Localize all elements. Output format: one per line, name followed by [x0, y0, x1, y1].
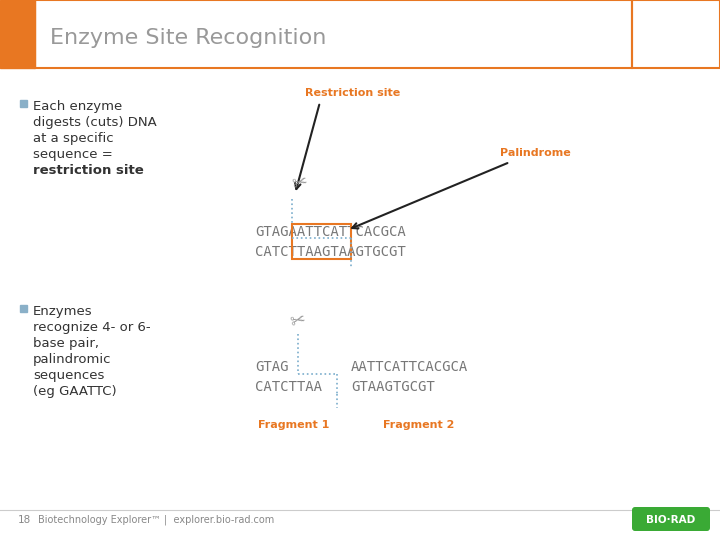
Text: Palindrome: Palindrome: [500, 148, 571, 158]
Text: CATCTTAA: CATCTTAA: [255, 380, 322, 394]
Text: Enzymes: Enzymes: [33, 305, 93, 318]
Text: sequence =: sequence =: [33, 148, 113, 161]
Text: sequences: sequences: [33, 369, 104, 382]
Bar: [35, 0, 632, 68]
Text: 18: 18: [18, 515, 31, 525]
Bar: [20, 305, 27, 312]
Text: CATCTTAAGTAAGTGCGT: CATCTTAAGTAAGTGCGT: [255, 245, 406, 259]
Bar: [632, 0, 720, 68]
Text: ✂: ✂: [289, 310, 308, 332]
Bar: [0, 0, 720, 68]
Text: GTAAGTGCGT: GTAAGTGCGT: [351, 380, 435, 394]
Bar: [20, 100, 27, 107]
Text: Each enzyme: Each enzyme: [33, 100, 122, 113]
Text: Restriction site: Restriction site: [305, 88, 400, 98]
Text: ✂: ✂: [290, 173, 310, 194]
Text: Enzyme Site Recognition: Enzyme Site Recognition: [50, 28, 326, 48]
Text: palindromic: palindromic: [33, 353, 112, 366]
FancyBboxPatch shape: [632, 507, 710, 531]
Text: Fragment 2: Fragment 2: [382, 420, 454, 430]
Text: restriction site: restriction site: [33, 164, 144, 177]
Text: Biotechnology Explorer™ |  explorer.bio-rad.com: Biotechnology Explorer™ | explorer.bio-r…: [38, 515, 274, 525]
Bar: [292, 224, 351, 259]
Text: BIO·RAD: BIO·RAD: [647, 515, 696, 525]
Text: Fragment 1: Fragment 1: [258, 420, 329, 430]
Text: AATTCATTCACGCA: AATTCATTCACGCA: [351, 360, 468, 374]
Text: at a specific: at a specific: [33, 132, 114, 145]
Text: GTAG: GTAG: [255, 360, 289, 374]
Bar: [0, 0, 35, 68]
Text: (eg GAATTC): (eg GAATTC): [33, 385, 117, 398]
Text: recognize 4- or 6-: recognize 4- or 6-: [33, 321, 150, 334]
Text: GTAGAATTCATTCACGCA: GTAGAATTCATTCACGCA: [255, 225, 406, 239]
Text: base pair,: base pair,: [33, 337, 99, 350]
Text: digests (cuts) DNA: digests (cuts) DNA: [33, 116, 157, 129]
